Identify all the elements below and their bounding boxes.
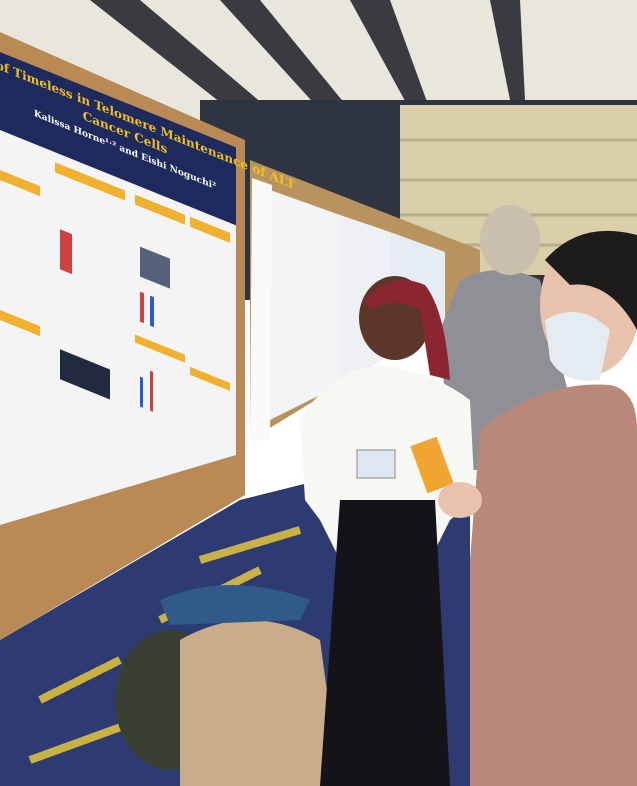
- figure: [150, 370, 153, 412]
- poster-2: [270, 190, 340, 420]
- figure: [60, 229, 72, 275]
- presenter-hair: [365, 280, 450, 380]
- man-head: [480, 205, 540, 275]
- section-header: [190, 366, 230, 391]
- figure: [140, 291, 144, 324]
- paper-cup: [410, 436, 454, 494]
- section-header: [55, 162, 125, 201]
- jacket: [160, 585, 310, 625]
- person-hair: [545, 230, 637, 330]
- ceiling-beams: [90, 0, 525, 110]
- pink-sweater: [470, 384, 637, 786]
- presenter-pants: [320, 500, 450, 786]
- section-header: [0, 170, 40, 197]
- figure: [140, 246, 170, 289]
- figure: [140, 376, 143, 408]
- wall-lines: [400, 138, 637, 247]
- figure: [60, 349, 110, 400]
- coat: [180, 620, 340, 786]
- poster-sheet: [250, 178, 272, 440]
- section-header: [0, 310, 40, 337]
- name-badge: [356, 449, 396, 479]
- section-header: [190, 216, 230, 243]
- face-mask: [545, 312, 610, 381]
- hand: [438, 482, 482, 518]
- figure: [150, 295, 154, 328]
- poster-header: [0, 52, 236, 226]
- section-header: [135, 194, 185, 225]
- section-header: [135, 334, 185, 363]
